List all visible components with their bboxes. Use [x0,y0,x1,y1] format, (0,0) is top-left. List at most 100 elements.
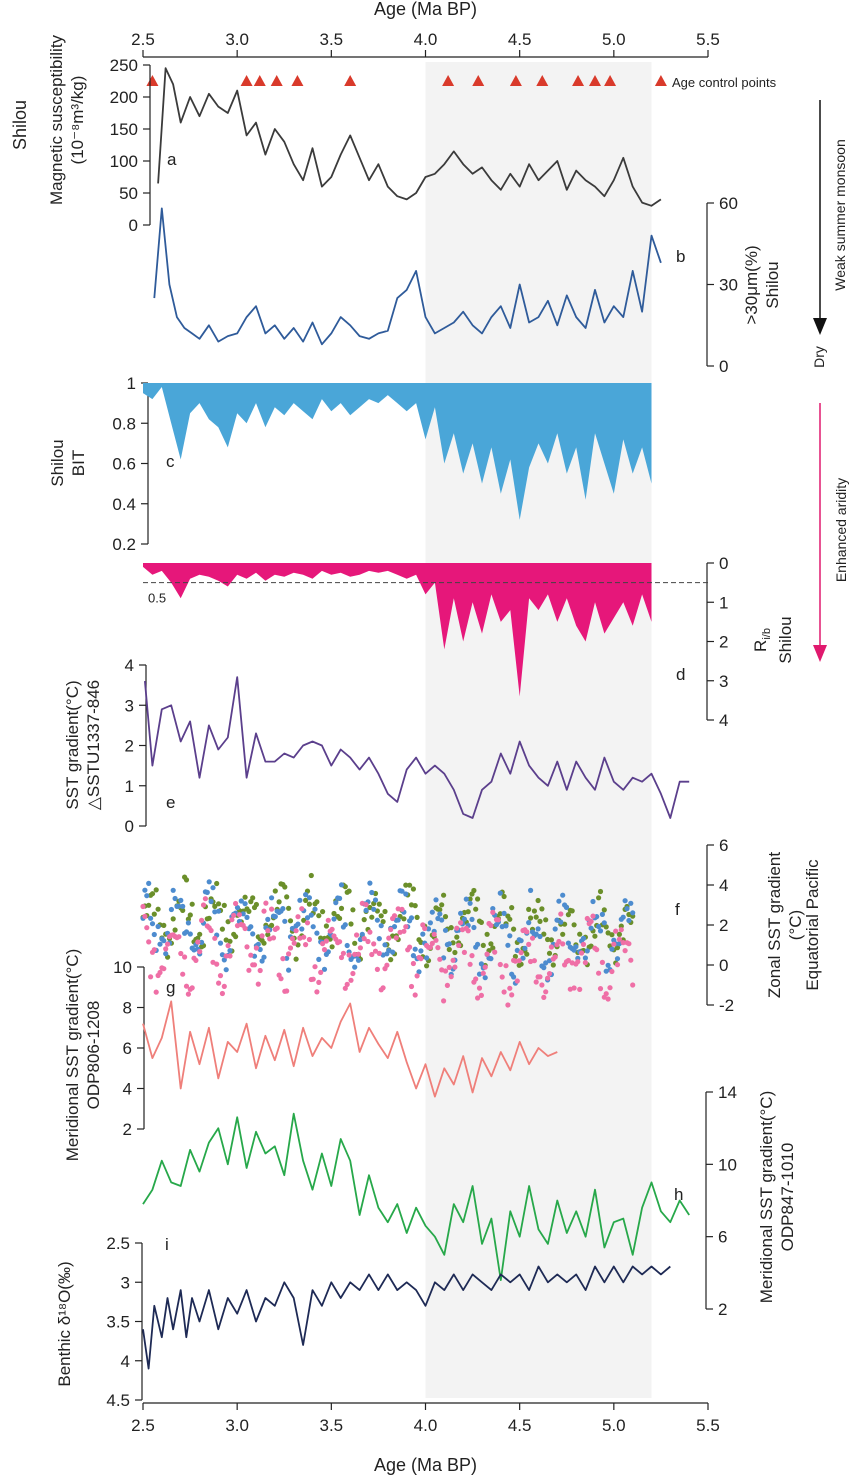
scatter-point [439,917,445,923]
panel-c: 0.2 0.4 0.6 0.8 1 c Shilou BIT [48,374,652,554]
scatter-point [284,894,290,900]
x-tick-label: 4.0 [414,30,438,49]
scatter-point [321,966,328,972]
y-axis-label-d: Ri/b Shilou [751,616,795,663]
scatter-point [533,931,539,937]
scatter-point [172,895,178,902]
scatter-point [592,933,598,939]
scatter-point [376,950,382,957]
scatter-point [265,916,271,923]
scatter-point [588,918,594,925]
y-tick-label-h: 2 [718,1300,727,1319]
scatter-point [212,903,218,910]
scatter-point [310,924,316,930]
scatter-point [469,953,475,959]
scatter-point [414,914,420,921]
scatter-point [590,913,596,919]
scatter-point [427,920,433,926]
scatter-point [444,982,450,989]
scatter-point [435,945,441,951]
scatter-point [577,931,583,937]
scatter-point [214,961,220,967]
scatter-point [216,908,222,914]
scatter-point [295,914,301,920]
scatter-point [299,906,305,912]
y-tick-label-b: 0 [719,357,728,376]
y-tick-label-i: 4 [121,1352,130,1371]
x-tick-label: 3.5 [320,30,344,49]
panel-letter-b: b [676,247,685,266]
shaded-interval [425,62,652,1398]
scatter-point [342,922,348,928]
y-axis-label-line: SST gradient(°C) [63,680,82,809]
scatter-point [543,989,549,995]
scatter-point [146,902,152,908]
scatter-point [301,917,307,923]
series-line-h [142,1112,690,1281]
scatter-point [204,889,210,896]
scatter-point [269,895,275,901]
scatter-point [524,951,530,957]
scatter-point [418,956,424,962]
scatter-point [293,956,299,962]
scatter-point [422,925,428,932]
scatter-point [367,929,373,935]
scatter-point [441,998,447,1004]
scatter-point [367,880,373,886]
scatter-point [149,891,156,897]
control-point-marker [654,75,667,86]
scatter-point [180,971,186,977]
y-tick-label-a: 0 [129,216,138,235]
threshold-label: 0.5 [148,591,166,606]
panel-letter-d: d [676,665,685,684]
y-tick-label-c: 1 [127,374,136,393]
scatter-point [289,936,295,942]
scatter-point [348,921,354,927]
scatter-point [149,921,156,927]
scatter-point [244,914,250,921]
scatter-point [185,991,191,997]
scatter-point [541,931,547,937]
scatter-point [350,970,356,977]
scatter-point [528,887,534,894]
scatter-point [352,951,358,958]
scatter-point [611,941,617,947]
scatter-series-2 [140,896,636,1008]
scatter-point [185,920,191,926]
scatter-point [401,916,407,922]
scatter-point [622,948,628,954]
scatter-point [616,936,623,942]
scatter-point [272,914,278,920]
scatter-point [155,906,161,912]
scatter-point [374,917,380,923]
scatter-point [199,939,205,946]
scatter-point [234,905,241,911]
x-axes: 2.5 3.0 3.5 4.0 4.5 5.0 5.5 Age (Ma BP) 2.5 3.0 3.… [131,0,720,1475]
y-axis-label-line: Shilou [776,616,795,663]
scatter-point [558,919,564,925]
control-point-marker [240,75,253,86]
scatter-point [369,951,375,958]
scatter-point [512,953,519,960]
scatter-point [620,940,626,946]
scatter-point [236,912,242,918]
x-tick-label: 3.0 [225,1416,249,1435]
scatter-point [577,986,583,993]
scatter-point [293,928,299,934]
scatter-point [142,887,148,893]
y-axis-label-line: Zonal SST gradient [765,852,784,998]
scatter-point [354,932,360,938]
scatter-point [541,994,547,1001]
scatter-series-0 [140,872,636,969]
scatter-point [146,939,152,945]
scatter-point [197,931,203,937]
scatter-point [467,961,473,967]
scatter-point [352,940,358,946]
y-axis-label-line: △SSTU1337-846 [84,680,103,810]
scatter-point [183,983,190,989]
scatter-point [560,892,566,898]
scatter-point [412,946,418,952]
scatter-point [216,980,222,986]
scatter-point [614,956,621,962]
